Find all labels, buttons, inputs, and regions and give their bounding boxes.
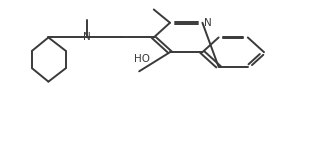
Text: N: N [83,32,91,42]
Text: N: N [204,18,212,28]
Text: HO: HO [134,54,150,64]
